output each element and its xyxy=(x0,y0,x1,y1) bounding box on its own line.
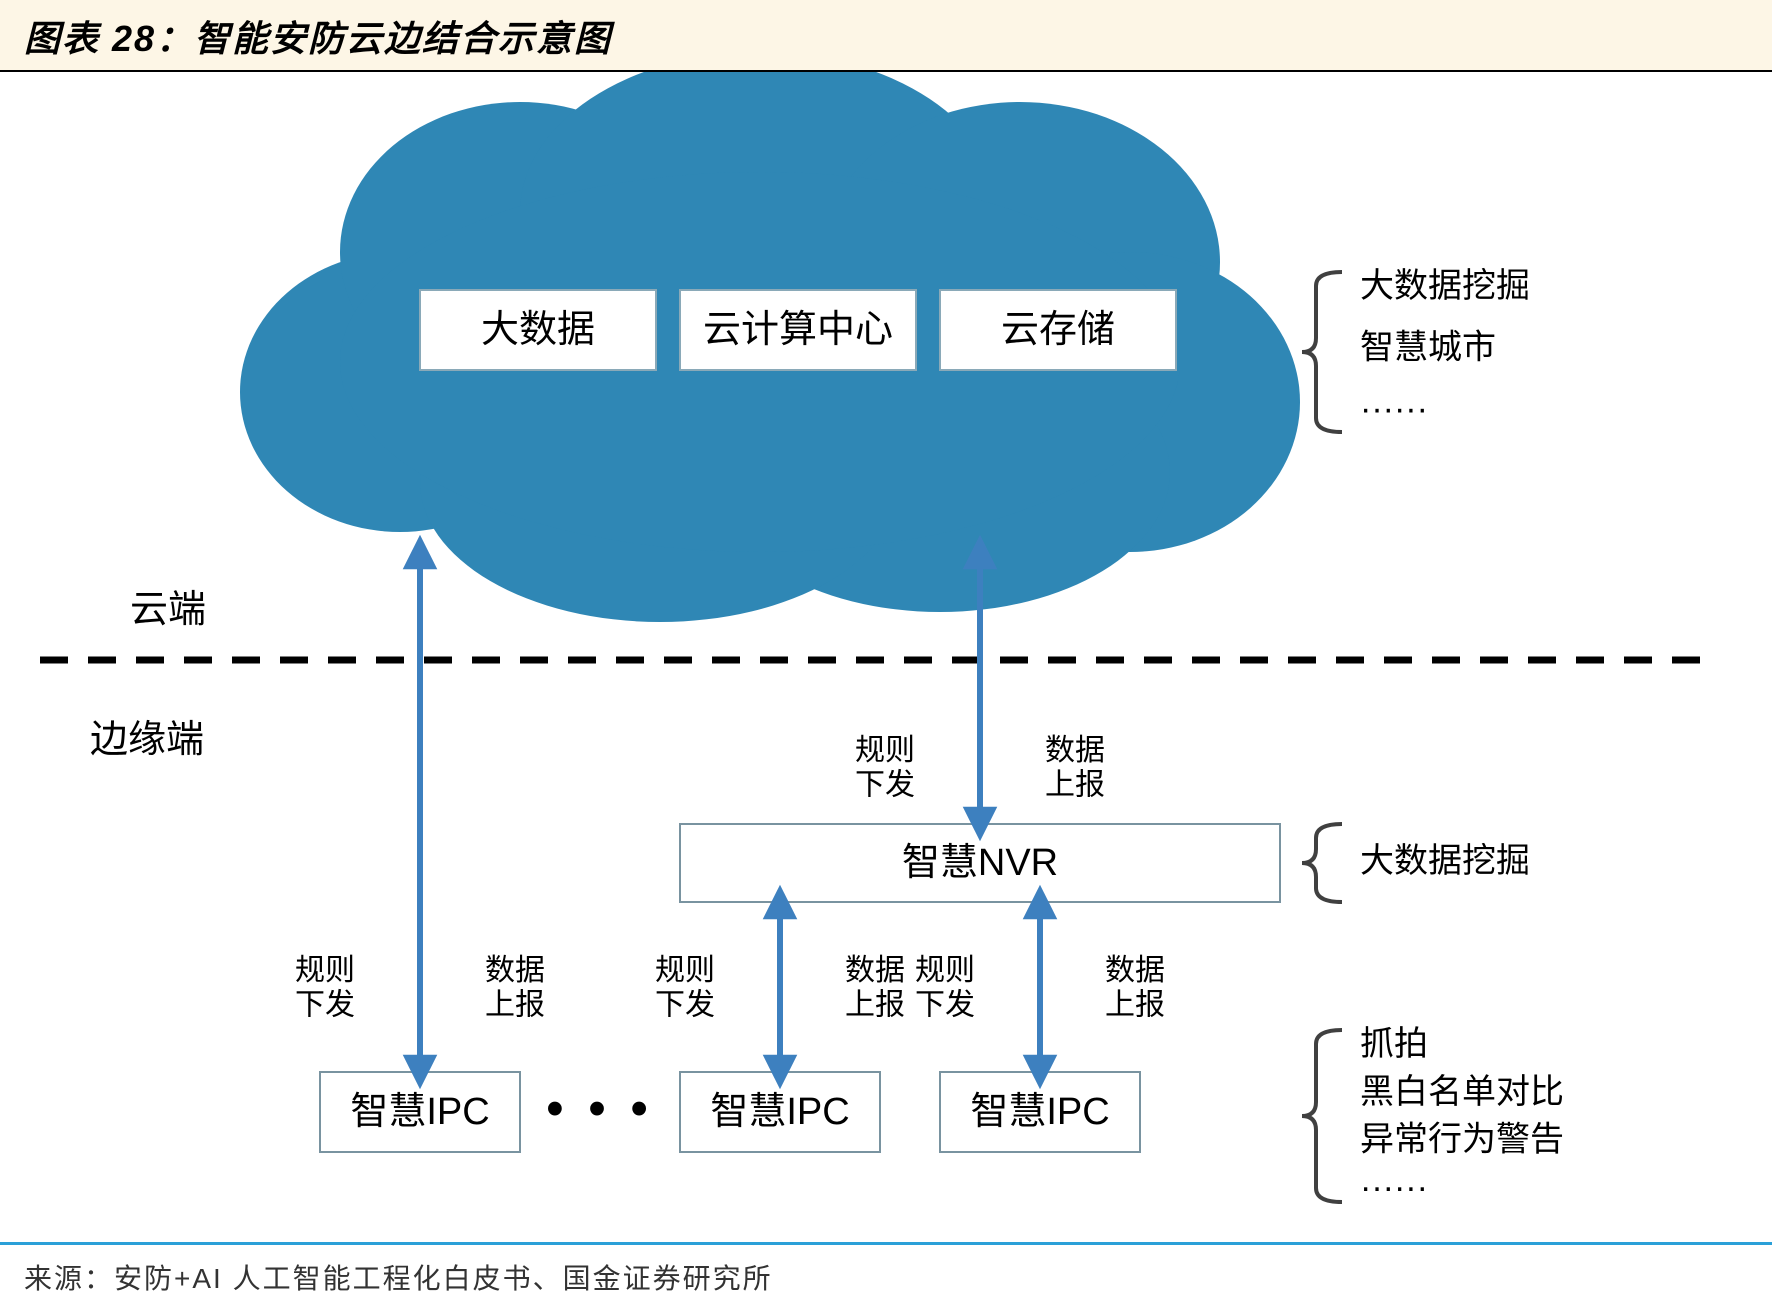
arrow-label-left-cloud-ipc1: 规则下发 xyxy=(295,954,355,1022)
annotation-item-ipc-3: ······ xyxy=(1360,1168,1428,1206)
arrow-label-left-nvr-ipc3: 规则下发 xyxy=(915,954,975,1022)
chart-title: 图表 28：智能安防云边结合示意图 xyxy=(0,0,1772,72)
cloud-box-1: 云计算中心 xyxy=(680,290,916,370)
cloud-box-0: 大数据 xyxy=(420,290,656,370)
side-label-cloud: 云端 xyxy=(130,589,206,631)
source-line: 来源：安防+AI 人工智能工程化白皮书、国金证券研究所 xyxy=(0,1245,1772,1309)
arrow-label-right-cloud-nvr: 数据上报 xyxy=(1045,734,1105,802)
cloud-box-2: 云存储 xyxy=(940,290,1176,370)
cloud-box-label: 云存储 xyxy=(1001,309,1115,351)
ipc-ellipsis: • • • xyxy=(546,1083,653,1136)
annotation-item-cloud-0: 大数据挖掘 xyxy=(1360,267,1530,305)
annotation-item-nvr-0: 大数据挖掘 xyxy=(1360,842,1530,880)
chart-title-text: 图表 28：智能安防云边结合示意图 xyxy=(24,18,612,59)
annotation-item-cloud-2: ······ xyxy=(1360,390,1428,428)
nvr-label: 智慧NVR xyxy=(902,842,1058,884)
ipc-box-1: 智慧IPC xyxy=(680,1072,880,1152)
annotation-ipc: 抓拍黑白名单对比异常行为警告 ······ xyxy=(1302,1025,1564,1206)
source-text: 来源：安防+AI 人工智能工程化白皮书、国金证券研究所 xyxy=(24,1263,773,1294)
arrow-label-right-cloud-ipc1: 数据上报 xyxy=(485,954,545,1022)
annotation-item-ipc-1: 黑白名单对比 xyxy=(1360,1073,1564,1111)
annotation-cloud: 大数据挖掘智慧城市 ······ xyxy=(1302,267,1530,432)
arrow-label-right-nvr-ipc2: 数据上报 xyxy=(845,954,905,1022)
cloud-box-label: 云计算中心 xyxy=(703,309,893,351)
cloud-box-label: 大数据 xyxy=(481,309,595,351)
brace-cloud xyxy=(1302,272,1342,432)
diagram-area: 大数据 云计算中心 云存储云端边缘端智慧NVR 智慧IPC 智慧IPC 智慧IPC • • … xyxy=(0,72,1772,1242)
arrow-label-left-cloud-nvr: 规则下发 xyxy=(855,734,915,802)
annotation-item-ipc-0: 抓拍 xyxy=(1360,1025,1428,1063)
ipc-label: 智慧IPC xyxy=(970,1091,1109,1133)
annotation-item-cloud-1: 智慧城市 xyxy=(1360,329,1496,367)
arrow-label-right-nvr-ipc3: 数据上报 xyxy=(1105,954,1165,1022)
ipc-box-0: 智慧IPC xyxy=(320,1072,520,1152)
nvr-box: 智慧NVR xyxy=(680,824,1280,902)
arrow-label-left-nvr-ipc2: 规则下发 xyxy=(655,954,715,1022)
diagram-svg: 大数据 云计算中心 云存储云端边缘端智慧NVR 智慧IPC 智慧IPC 智慧IPC • • … xyxy=(0,72,1772,1242)
brace-ipc xyxy=(1302,1030,1342,1202)
side-label-edge: 边缘端 xyxy=(90,719,204,761)
ipc-label: 智慧IPC xyxy=(710,1091,849,1133)
annotation-nvr: 大数据挖掘 xyxy=(1302,824,1530,902)
annotation-item-ipc-2: 异常行为警告 xyxy=(1360,1121,1564,1159)
ipc-box-2: 智慧IPC xyxy=(940,1072,1140,1152)
brace-nvr xyxy=(1302,824,1342,902)
ipc-label: 智慧IPC xyxy=(350,1091,489,1133)
